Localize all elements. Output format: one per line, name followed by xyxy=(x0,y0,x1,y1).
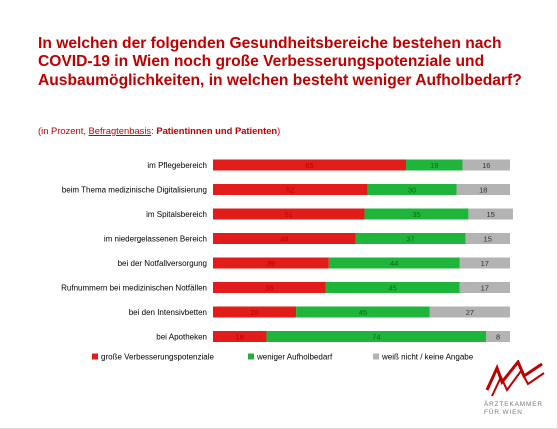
chart-subtitle: (in Prozent, Befragtenbasis: Patientinne… xyxy=(38,125,548,137)
legend-label-weiss-nicht-keine-angabe: weiß nicht / keine Angabe xyxy=(381,353,474,362)
data-label-grosse-verbesserungspotenziale-7: 28 xyxy=(250,308,258,317)
bar-grosse-verbesserungspotenziale-2 xyxy=(213,184,368,195)
data-label-weniger-aufholbedarf-2: 30 xyxy=(408,185,416,194)
data-label-weiss-nicht-keine-angabe-2: 18 xyxy=(479,185,487,194)
bar-weniger-aufholbedarf-2 xyxy=(367,184,457,195)
data-label-weiss-nicht-keine-angabe-5: 17 xyxy=(481,259,489,268)
bar-weiss-nicht-keine-angabe-6 xyxy=(459,282,510,293)
category-label-rufnummern-bei-medizinischen-notfaellen: Rufnummern bei medizinischen Notfällen xyxy=(61,284,207,293)
data-label-weiss-nicht-keine-angabe-1: 16 xyxy=(482,161,490,170)
aerztekammer-logo-icon xyxy=(485,360,545,397)
data-label-weiss-nicht-keine-angabe-3: 15 xyxy=(487,210,495,219)
data-label-grosse-verbesserungspotenziale-1: 65 xyxy=(305,161,313,170)
data-label-weniger-aufholbedarf-7: 45 xyxy=(359,308,367,317)
bar-weniger-aufholbedarf-7 xyxy=(296,306,430,318)
data-label-weiss-nicht-keine-angabe-7: 27 xyxy=(466,308,474,317)
bar-weniger-aufholbedarf-3 xyxy=(364,208,469,220)
bar-weniger-aufholbedarf-6 xyxy=(325,282,460,293)
subtitle-basis: Befragtenbasis xyxy=(88,125,152,136)
data-label-weiss-nicht-keine-angabe-6: 17 xyxy=(481,283,489,292)
category-label-im-pflegebereich: im Pflegebereich xyxy=(147,161,207,170)
legend-label-weniger-aufholbedarf: weniger Aufholbedarf xyxy=(256,353,333,362)
bar-weiss-nicht-keine-angabe-3 xyxy=(468,208,513,220)
data-label-grosse-verbesserungspotenziale-4: 48 xyxy=(280,234,288,243)
bar-weniger-aufholbedarf-8 xyxy=(266,331,487,342)
bar-weiss-nicht-keine-angabe-2 xyxy=(456,184,510,195)
category-label-bei-apotheken: bei Apotheken xyxy=(156,333,207,342)
data-label-weniger-aufholbedarf-4: 37 xyxy=(406,234,414,243)
category-label-bei-der-notfallversorgung: bei der Notfallversorgung xyxy=(118,259,207,268)
legend-swatch-grosse-verbesserungspotenziale xyxy=(92,353,98,360)
logo-line-1: ÄRZTEKAMMER xyxy=(484,401,543,408)
bar-weiss-nicht-keine-angabe-1 xyxy=(462,159,510,171)
data-label-weniger-aufholbedarf-6: 45 xyxy=(389,283,397,292)
logo-line-2: FÜR WIEN xyxy=(484,408,523,416)
bar-grosse-verbesserungspotenziale-6 xyxy=(213,282,326,293)
data-label-weiss-nicht-keine-angabe-8: 8 xyxy=(496,332,500,341)
bar-grosse-verbesserungspotenziale-3 xyxy=(213,208,365,220)
chart-title: In welchen der folgenden Gesundheitsbere… xyxy=(38,35,522,89)
data-label-weniger-aufholbedarf-5: 44 xyxy=(390,259,398,268)
legend-label-grosse-verbesserungspotenziale: große Verbesserungspotenziale xyxy=(101,353,215,362)
category-label-beim-thema-medizinische-digitalisierung: beim Thema medizinische Digitalisierung xyxy=(62,186,207,195)
bar-weniger-aufholbedarf-4 xyxy=(355,233,466,244)
bar-weniger-aufholbedarf-1 xyxy=(406,159,463,171)
data-label-weiss-nicht-keine-angabe-4: 15 xyxy=(484,234,492,243)
category-label-bei-den-intensivbetten: bei den Intensivbetten xyxy=(129,308,207,317)
data-label-weniger-aufholbedarf-3: 35 xyxy=(412,210,420,219)
bar-grosse-verbesserungspotenziale-5 xyxy=(213,257,329,269)
subtitle-colon: : xyxy=(151,125,157,136)
category-label-im-spitalsbereich: im Spitalsbereich xyxy=(146,210,207,219)
legend-swatch-weniger-aufholbedarf xyxy=(248,353,254,360)
bar-grosse-verbesserungspotenziale-8 xyxy=(213,331,267,342)
data-label-grosse-verbesserungspotenziale-8: 18 xyxy=(236,332,244,341)
bar-weiss-nicht-keine-angabe-5 xyxy=(459,257,510,269)
subtitle-suffix: ) xyxy=(277,125,281,136)
bar-weiss-nicht-keine-angabe-8 xyxy=(486,331,510,342)
subtitle-group: Patientinnen und Patienten xyxy=(156,125,278,136)
bar-weiss-nicht-keine-angabe-4 xyxy=(465,233,510,244)
data-label-grosse-verbesserungspotenziale-3: 51 xyxy=(285,210,293,219)
subtitle-prefix: (in Prozent, xyxy=(38,125,89,136)
data-label-grosse-verbesserungspotenziale-5: 39 xyxy=(267,259,275,268)
logo-text: ÄRZTEKAMMER FÜR WIEN xyxy=(484,401,554,416)
bar-weiss-nicht-keine-angabe-7 xyxy=(429,306,510,318)
legend-swatch-weiss-nicht-keine-angabe xyxy=(373,353,379,360)
bar-grosse-verbesserungspotenziale-1 xyxy=(213,159,407,171)
data-label-weniger-aufholbedarf-8: 74 xyxy=(372,332,380,341)
bar-grosse-verbesserungspotenziale-4 xyxy=(213,233,356,244)
data-label-grosse-verbesserungspotenziale-2: 52 xyxy=(286,185,294,194)
category-label-im-niedergelassenen-bereich: im niedergelassenen Bereich xyxy=(104,235,207,244)
bar-grosse-verbesserungspotenziale-7 xyxy=(213,306,297,318)
data-label-weniger-aufholbedarf-1: 19 xyxy=(430,161,438,170)
bar-weniger-aufholbedarf-5 xyxy=(328,257,460,269)
data-label-grosse-verbesserungspotenziale-6: 38 xyxy=(265,283,273,292)
